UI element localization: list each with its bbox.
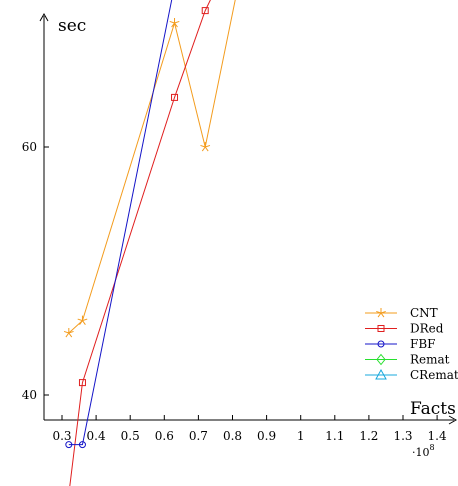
y-axis-title: sec	[58, 16, 86, 36]
x-tick-label: 0.5	[121, 429, 140, 443]
x-axis-arrow	[448, 415, 458, 425]
series-line-cnt	[68, 0, 236, 334]
x-tick-label: 1.1	[325, 429, 344, 443]
x-tick-label: 0.3	[52, 429, 71, 443]
data-point-fbf	[78, 441, 86, 449]
legend-label: FBF	[410, 337, 435, 351]
x-tick-label: 0.7	[189, 429, 208, 443]
series-line-dred	[69, 0, 211, 486]
data-point-cnt	[63, 328, 74, 338]
legend-marker	[377, 325, 385, 332]
series-fbf	[65, 0, 173, 449]
y-tick-label: 60	[22, 140, 37, 154]
series-layer	[63, 0, 236, 486]
legend-label: DRed	[410, 322, 444, 336]
legend-item-remat: Remat	[365, 353, 450, 367]
x-tick-label: 0.8	[223, 429, 242, 443]
data-point-dred	[171, 93, 179, 101]
legend-marker	[377, 340, 385, 348]
x-tick-label: 1.2	[359, 429, 378, 443]
x-multiplier-exponent: 8	[430, 443, 435, 452]
series-line-fbf	[68, 0, 173, 446]
x-multiplier-base: ·10	[412, 446, 430, 459]
data-point-cnt	[169, 18, 180, 28]
series-cnt	[63, 0, 236, 338]
x-tick-label: 1.4	[428, 429, 447, 443]
legend-marker	[375, 368, 387, 380]
legend-label: CNT	[410, 306, 438, 320]
legend-item-dred: DRed	[365, 322, 444, 336]
data-point-fbf	[65, 441, 73, 449]
y-tick-label: 40	[22, 388, 37, 402]
data-point-cnt	[200, 142, 211, 152]
legend-label: Remat	[410, 353, 450, 367]
data-point-dred	[78, 379, 86, 387]
data-point-dred	[201, 7, 209, 15]
x-tick-label: 0.6	[155, 429, 174, 443]
data-point-cnt	[77, 315, 88, 325]
legend-item-fbf: FBF	[365, 337, 435, 351]
x-tick-label: 1.3	[393, 429, 412, 443]
x-tick-label: 0.4	[87, 429, 106, 443]
legend-marker	[376, 308, 386, 318]
legend-label: CRemat	[410, 368, 458, 382]
series-dred	[69, 0, 211, 486]
x-axis-title: Facts	[410, 399, 456, 419]
x-axis-multiplier: ·108	[412, 443, 435, 459]
legend-item-cremat: CRemat	[365, 368, 458, 382]
x-tick-label: 1	[297, 429, 305, 443]
axes-layer: 4060801001201401601800.30.40.50.60.70.80…	[22, 12, 458, 443]
y-axis-arrow	[39, 12, 49, 22]
legend-item-cnt: CNT	[365, 306, 438, 320]
x-tick-label: 0.9	[257, 429, 276, 443]
legend-marker	[376, 353, 386, 366]
